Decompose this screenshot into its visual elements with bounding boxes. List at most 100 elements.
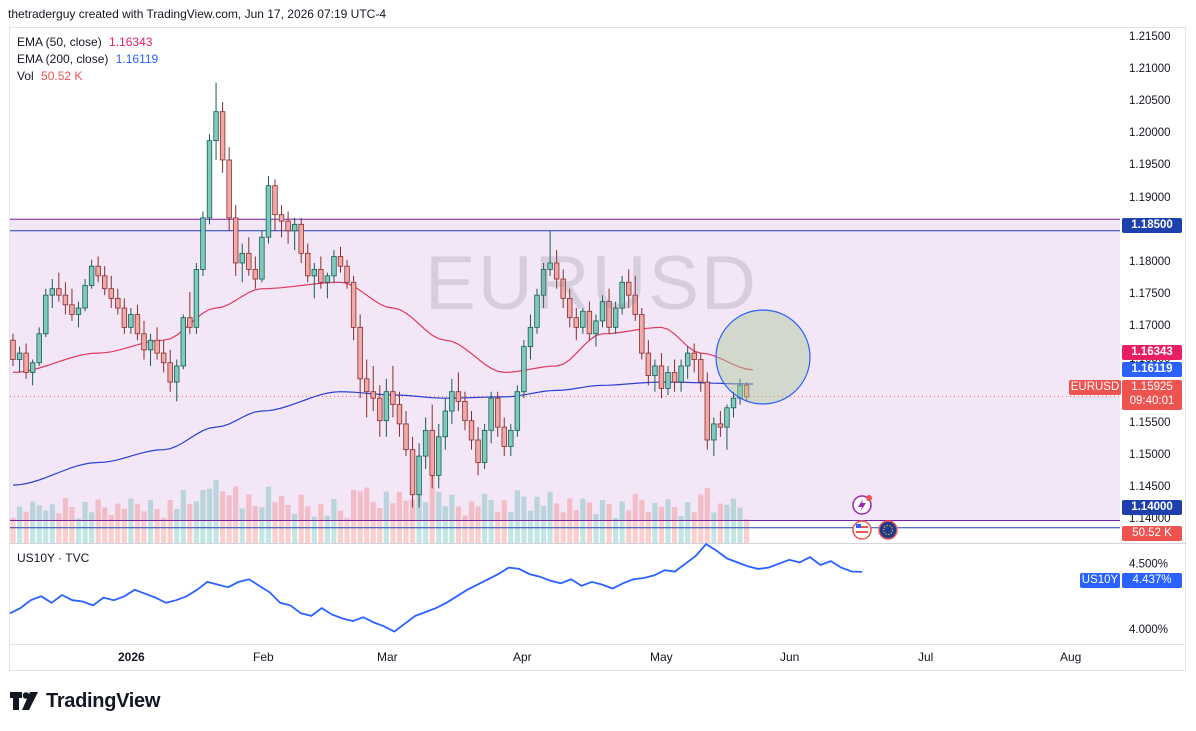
volume-bar [403,500,409,543]
candle [684,346,691,379]
candle-body [259,236,265,280]
x-tick-label: 2026 [118,650,145,664]
candle-body [160,352,167,364]
candle [193,262,200,334]
legend-vol[interactable]: Vol 50.52 K [17,69,82,83]
candle [363,359,370,418]
candle [527,314,534,360]
candle-body [331,256,337,277]
legend-ema200-label: EMA (200, close) [17,52,109,66]
candle [291,217,298,251]
x-tick-label: Apr [513,650,532,664]
alert-icon-bolt [858,499,866,512]
candle [730,391,737,418]
volume-bar [357,491,363,543]
candle [743,382,750,402]
volume-bar [737,507,743,543]
candle-body [305,252,311,277]
candle [390,365,396,418]
eu-flag-icon [878,520,898,540]
candle-body [377,397,383,422]
us10y-y-tick-label: 4.000% [1129,624,1168,636]
candle-body [658,365,665,389]
candle [580,308,586,334]
candle-body [626,281,632,296]
y-tick-label: 1.21000 [1129,62,1171,75]
volume-bar [220,491,226,543]
candle [331,250,337,283]
candle [619,275,625,315]
candle-body [684,352,691,367]
candle [416,443,422,508]
candle [272,179,278,231]
tradingview-logo[interactable]: TradingView [10,689,160,713]
candle [88,259,95,289]
volume-bar [665,499,671,543]
candle [665,365,671,395]
candle-body [180,317,186,367]
candle-body [23,352,29,373]
volume-bar [724,504,730,543]
volume-bar [187,504,193,543]
candle [160,340,167,373]
candle [49,279,55,309]
candle [383,378,390,437]
candle [475,427,481,476]
candle-body [82,285,88,309]
volume-bar [671,507,678,543]
volume-bar [639,500,645,543]
candle-body [167,362,173,383]
candle-body [272,185,278,216]
volume-bar [626,510,632,543]
candle [534,288,540,334]
candle-body [298,223,304,254]
candle [698,353,704,392]
candle-body [475,439,481,463]
eu-flag-stars [882,524,894,536]
volume-bar [49,504,55,543]
candle-body [134,314,141,335]
volume-bar [514,490,520,543]
legend-ema200[interactable]: EMA (200, close) 1.16119 [17,52,158,66]
tag-us10y-value: 4.437% [1122,573,1182,588]
candle-body [704,381,710,441]
candle-body [416,455,422,496]
candle-body [10,339,16,360]
symbol-watermark: EURUSD [425,241,758,326]
volume-bar [10,518,16,543]
candle-body [213,111,219,142]
candle [10,333,16,366]
volume-bar [619,501,625,543]
candle-body [200,217,206,270]
candle-body [586,310,593,335]
candle-body [691,352,697,360]
candle [115,288,121,315]
legend-ema50[interactable]: EMA (50, close) 1.16343 [17,35,152,49]
candle [658,353,665,399]
candle [121,298,128,334]
volume-bar [311,516,317,543]
candle [180,314,186,370]
volume-bar [468,501,475,543]
candle-body [442,410,448,438]
candle [69,288,75,321]
candle-body [639,314,645,354]
candle [468,411,475,450]
candle-body [540,269,547,296]
candle [167,349,173,392]
tag-support: 1.14000 [1122,500,1182,515]
candle-body [619,281,625,309]
candle-body [383,391,390,422]
candle [396,391,403,437]
candle-body [580,310,586,328]
consolidation-circle [715,309,811,405]
candle [442,398,448,450]
us10y-pane-label[interactable]: US10Y · TVC [17,551,90,565]
volume-bar [377,508,383,543]
candle [82,279,88,312]
x-tick-label: Mar [377,650,398,664]
us-flag-stripe [856,526,868,528]
candle-body [514,391,521,431]
candle [501,417,507,457]
